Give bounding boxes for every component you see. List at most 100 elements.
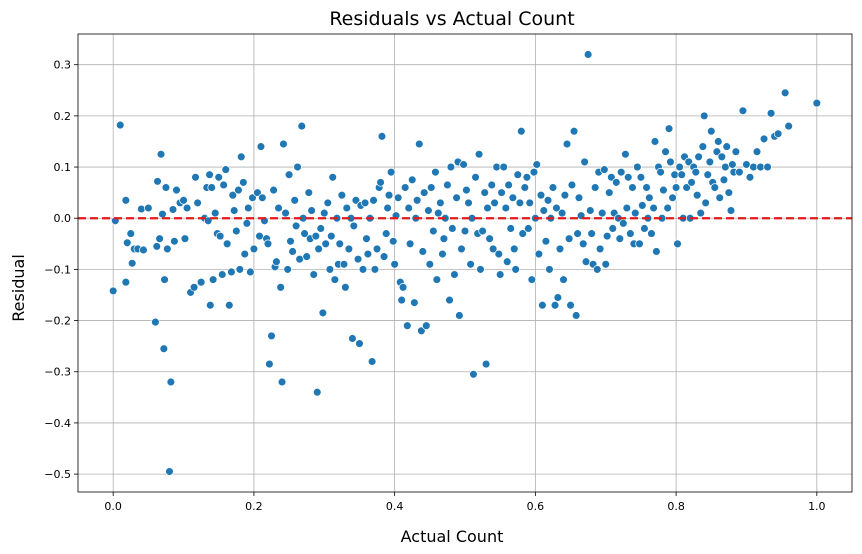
data-point [330, 275, 340, 284]
data-point [752, 147, 762, 156]
data-point [321, 239, 330, 249]
data-point [403, 321, 412, 330]
data-point [246, 267, 255, 277]
data-point [405, 239, 415, 249]
y-tick-label: −0.5 [44, 468, 71, 481]
data-point [578, 239, 588, 249]
data-point [659, 185, 668, 195]
data-point [488, 244, 498, 254]
data-point [300, 229, 309, 238]
data-point [341, 283, 350, 292]
x-tick-label: 0.0 [104, 500, 122, 513]
grid-lines [78, 34, 852, 492]
data-point [459, 160, 468, 169]
data-point [628, 183, 637, 192]
data-point [633, 162, 642, 172]
data-point [390, 260, 399, 269]
data-point [763, 162, 772, 172]
data-point [429, 226, 438, 236]
data-point [573, 229, 582, 238]
data-point [682, 183, 691, 192]
data-points [108, 50, 822, 476]
data-point [438, 249, 447, 259]
data-point [258, 193, 267, 203]
x-axis-ticks: 0.0 0.2 0.4 0.6 0.8 1.0 [104, 492, 826, 513]
data-point [615, 234, 625, 243]
data-point [642, 183, 651, 192]
data-point [166, 377, 176, 387]
data-point [699, 111, 709, 121]
data-point [784, 121, 793, 131]
data-point [557, 208, 567, 218]
data-point [151, 317, 160, 327]
data-point [645, 193, 654, 203]
y-tick-label: 0.0 [54, 212, 72, 225]
data-point [335, 239, 345, 249]
data-point [529, 167, 539, 177]
data-point [222, 239, 232, 249]
data-point [316, 224, 326, 233]
data-point [407, 175, 417, 185]
data-point [170, 237, 179, 246]
data-point [522, 173, 532, 182]
data-point [208, 275, 218, 284]
data-point [460, 226, 470, 236]
data-point [712, 147, 722, 156]
y-tick-label: 0.3 [54, 59, 72, 72]
data-point [274, 203, 283, 213]
data-point [284, 170, 294, 179]
data-point [452, 193, 461, 203]
data-point [647, 229, 656, 238]
x-tick-label: 0.4 [386, 500, 404, 513]
data-point [726, 206, 736, 215]
y-tick-label: −0.4 [44, 417, 71, 430]
data-point [698, 142, 708, 151]
data-point [513, 170, 523, 179]
data-point [455, 311, 464, 320]
data-point [397, 295, 406, 305]
data-point [229, 206, 239, 215]
data-point [687, 178, 696, 187]
data-point [207, 183, 216, 192]
data-point [692, 190, 702, 200]
data-point [193, 198, 202, 208]
data-point [773, 129, 783, 139]
data-point [362, 234, 371, 243]
data-point [691, 167, 701, 177]
data-point [123, 238, 132, 248]
data-point [471, 173, 480, 182]
data-point [656, 167, 665, 177]
data-point [694, 152, 703, 162]
data-point [235, 265, 245, 274]
data-point [381, 229, 391, 238]
data-point [608, 224, 618, 233]
data-point [137, 204, 146, 214]
data-point [180, 234, 190, 243]
data-point [705, 157, 715, 167]
data-point [286, 237, 295, 246]
data-point [631, 208, 640, 218]
data-point [418, 247, 428, 256]
data-point [311, 231, 321, 241]
y-axis-label: Residual [9, 254, 28, 322]
data-point [153, 177, 162, 186]
data-point [179, 196, 188, 205]
data-point [749, 162, 758, 172]
y-tick-label: −0.3 [44, 366, 71, 379]
data-point [478, 226, 487, 236]
data-point [604, 188, 614, 197]
data-point [532, 160, 542, 169]
data-point [480, 188, 489, 197]
data-point [404, 203, 413, 213]
data-point [590, 183, 600, 192]
data-point [323, 198, 333, 208]
data-point [593, 265, 602, 274]
data-point [360, 198, 370, 208]
data-point [566, 300, 575, 310]
x-tick-label: 0.2 [245, 500, 263, 513]
data-point [607, 173, 616, 182]
data-point [297, 121, 307, 131]
data-point [152, 242, 162, 251]
data-point [600, 165, 609, 174]
